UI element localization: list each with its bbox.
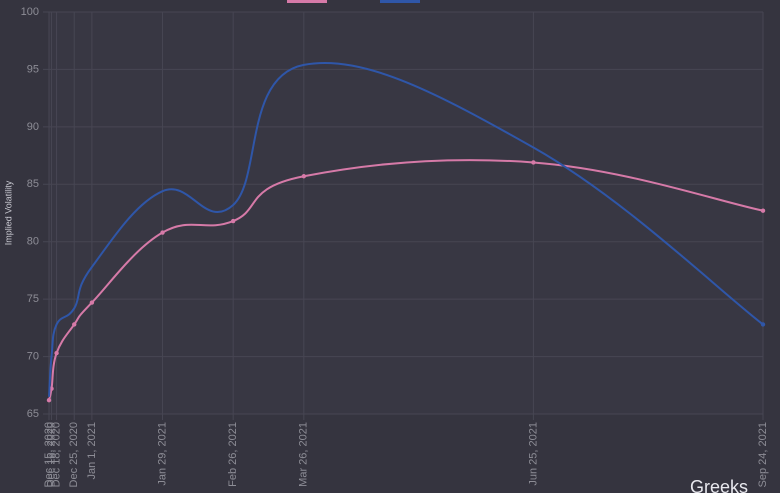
y-axis-label: Implied Volatility <box>3 180 13 245</box>
x-tick-label: Jan 1, 2021 <box>86 422 98 480</box>
plot-area <box>49 12 763 414</box>
y-tick-label: 70 <box>27 350 39 362</box>
legend-swatch <box>287 0 327 3</box>
point <box>230 218 236 224</box>
point <box>54 350 59 356</box>
x-tick-label: Jun 25, 2021 <box>527 422 539 486</box>
point <box>89 300 95 305</box>
legend-swatch <box>380 0 420 3</box>
point <box>72 322 77 327</box>
y-tick-label: 80 <box>27 236 39 248</box>
point <box>760 322 766 327</box>
y-tick-label: 95 <box>27 63 39 75</box>
y-tick-label: 75 <box>27 293 39 305</box>
x-tick-label: Sep 24, 2021 <box>757 422 769 487</box>
watermark: Greeks <box>690 477 748 493</box>
point <box>531 160 536 165</box>
x-tick-label: Mar 26, 2021 <box>298 422 310 487</box>
x-tick-label: Feb 26, 2021 <box>227 422 239 487</box>
point <box>301 174 307 179</box>
y-tick-label: 85 <box>27 178 39 190</box>
x-tick-label: Jan 29, 2021 <box>156 422 168 486</box>
point <box>760 208 766 213</box>
point <box>46 398 52 403</box>
y-tick-label: 100 <box>21 6 39 18</box>
y-tick-label: 65 <box>27 408 39 420</box>
point <box>160 230 165 235</box>
x-tick-label: Dec 25, 2020 <box>68 422 80 487</box>
x-tick-label: Dec 18, 2020 <box>50 422 62 487</box>
y-tick-label: 90 <box>27 121 39 133</box>
x-tick-label: Dec 15, 2020 <box>43 422 55 487</box>
series-line <box>48 61 764 397</box>
x-tick-label: Dec 16, 2020 <box>45 422 57 487</box>
